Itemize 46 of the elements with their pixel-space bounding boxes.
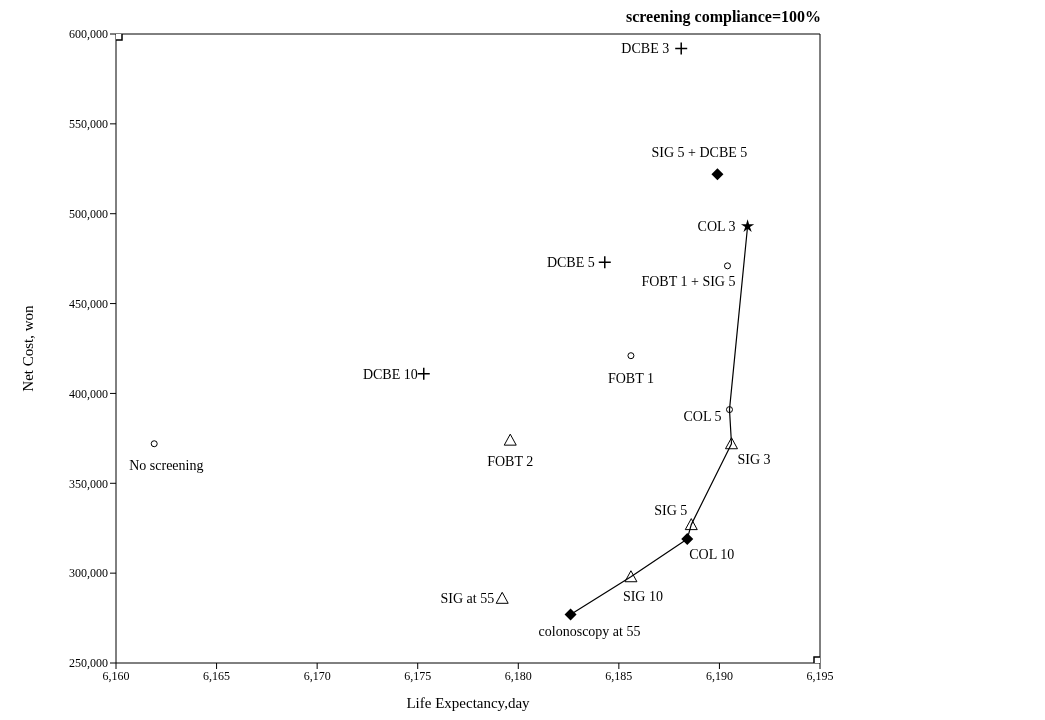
x-axis-title: Life Expectancy,day [406, 695, 531, 711]
y-tick-label: 350,000 [69, 476, 108, 491]
y-tick-label: 400,000 [69, 386, 108, 401]
x-tick-label: 6,165 [203, 668, 231, 683]
point [495, 591, 509, 604]
series-label: SIG 5 [654, 502, 688, 518]
x-tick-label: 6,180 [504, 668, 532, 683]
point [503, 433, 517, 446]
series-label: SIG 3 [737, 451, 771, 467]
point [564, 608, 577, 621]
series-label: SIG at 55 [440, 591, 495, 607]
x-tick-label: 6,185 [605, 668, 633, 683]
series-label: COL 5 [683, 408, 722, 424]
y-tick-label: 300,000 [69, 566, 108, 581]
series-label: SIG 5 + DCBE 5 [651, 145, 748, 161]
series-label: DCBE 5 [546, 255, 595, 271]
series-label: COL 10 [689, 547, 735, 562]
x-tick-label: 6,175 [404, 668, 432, 683]
series-label: DCBE 10 [362, 366, 418, 382]
y-tick-label: 250,000 [69, 656, 108, 671]
point [150, 440, 158, 448]
y-tick-label: 500,000 [69, 206, 108, 221]
point [627, 352, 635, 360]
series-label: SIG 10 [622, 588, 663, 604]
x-tick-label: 6,160 [102, 668, 130, 683]
point [674, 41, 688, 56]
series-label: FOBT 1 + SIG 5 [641, 273, 736, 289]
series-label: colonoscopy at 55 [538, 624, 641, 640]
series-label: DCBE 3 [621, 41, 670, 57]
y-axis-title: Net Cost, won [20, 304, 37, 392]
point [417, 366, 431, 381]
point [723, 262, 731, 270]
point [740, 219, 755, 232]
x-tick-label: 6,195 [806, 668, 834, 683]
x-tick-label: 6,170 [303, 668, 331, 683]
x-tick-label: 6,190 [705, 668, 733, 683]
point [598, 255, 612, 269]
chart-title: screening compliance=100% [625, 8, 821, 26]
series-label: COL 3 [697, 219, 736, 235]
series-label: FOBT 1 [607, 370, 654, 386]
y-tick-label: 600,000 [69, 27, 108, 42]
point [711, 168, 724, 181]
series-label: No screening [129, 457, 204, 473]
y-tick-label: 550,000 [69, 117, 108, 132]
series-label: FOBT 2 [487, 454, 534, 470]
y-tick-label: 450,000 [69, 296, 108, 311]
